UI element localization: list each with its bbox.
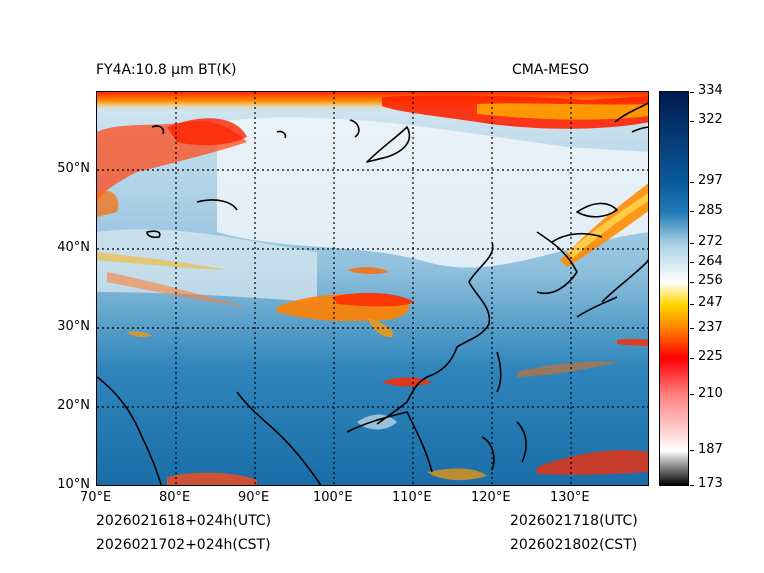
colorbar-tick-mark <box>690 281 694 283</box>
colorbar-tick-mark <box>690 484 694 486</box>
colorbar-tick-mark <box>690 357 694 359</box>
colorbar-tick-mark <box>690 262 694 264</box>
lat-label-50n: 50°N <box>57 161 90 176</box>
colorbar-tick-mark <box>690 394 694 396</box>
colorbar-gradient <box>660 92 688 485</box>
colorbar-tick-mark <box>690 91 694 93</box>
colorbar-tick-label: 322 <box>698 112 723 128</box>
model-label: CMA-MESO <box>512 62 590 78</box>
lon-label-70e: 70°E <box>80 490 112 505</box>
colorbar-tick-mark <box>690 242 694 244</box>
colorbar-tick-label: 272 <box>698 234 723 250</box>
colorbar-tick-label: 173 <box>698 476 723 491</box>
init-time-utc: 2026021618+024h(UTC) <box>96 513 272 529</box>
lon-label-110e: 110°E <box>392 490 432 505</box>
lat-label-10n: 10°N <box>57 477 90 492</box>
temperature-colorbar <box>659 91 689 486</box>
colorbar-fill <box>660 92 688 485</box>
lat-label-30n: 30°N <box>57 319 90 334</box>
colorbar-tick-label: 297 <box>698 173 723 189</box>
init-time-cst: 2026021702+024h(CST) <box>96 537 271 553</box>
valid-time-cst: 2026021802(CST) <box>510 537 638 553</box>
colorbar-tick-label: 256 <box>698 273 723 289</box>
colorbar-tick-mark <box>690 328 694 330</box>
lat-label-20n: 20°N <box>57 398 90 413</box>
lon-label-120e: 120°E <box>471 490 511 505</box>
satellite-brightness-temperature-map <box>96 91 649 486</box>
colorbar-tick-mark <box>690 303 694 305</box>
lon-label-130e: 130°E <box>550 490 590 505</box>
colorbar-tick-label: 237 <box>698 319 723 335</box>
valid-time-utc: 2026021718(UTC) <box>510 513 638 529</box>
lon-label-80e: 80°E <box>159 490 191 505</box>
colorbar-tick-mark <box>690 450 694 452</box>
lon-label-90e: 90°E <box>238 490 270 505</box>
colorbar-tick-label: 187 <box>698 441 723 457</box>
lon-label-100e: 100°E <box>313 490 353 505</box>
map-title: FY4A:10.8 µm BT(K) <box>96 62 237 78</box>
lat-label-40n: 40°N <box>57 240 90 255</box>
colorbar-tick-label: 210 <box>698 385 723 401</box>
colorbar-tick-mark <box>690 211 694 213</box>
colorbar-tick-label: 264 <box>698 253 723 269</box>
colorbar-tick-mark <box>690 181 694 183</box>
colorbar-tick-mark <box>690 120 694 122</box>
map-image <box>97 92 648 485</box>
colorbar-tick-label: 285 <box>698 202 723 218</box>
colorbar-tick-label: 225 <box>698 349 723 365</box>
colorbar-tick-label: 247 <box>698 295 723 311</box>
colorbar-tick-label: 334 <box>698 83 723 98</box>
